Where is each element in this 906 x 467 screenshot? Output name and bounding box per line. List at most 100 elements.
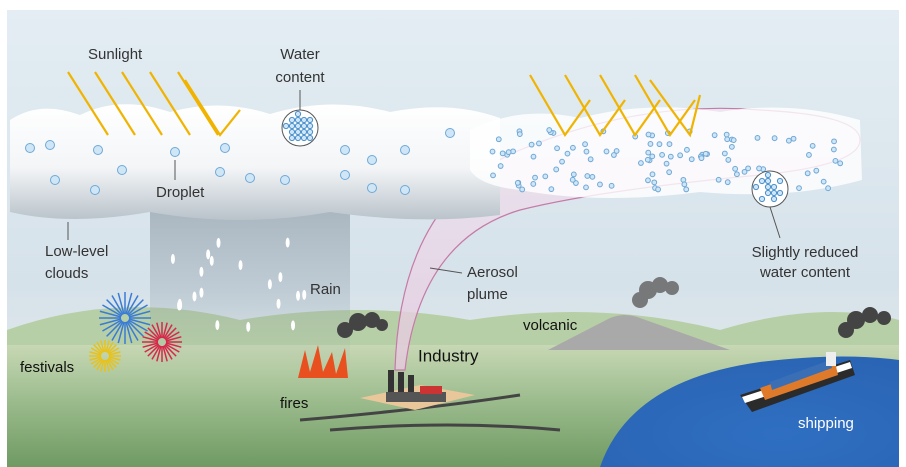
droplet — [306, 134, 314, 142]
firework-spark — [96, 359, 104, 371]
droplet — [732, 165, 739, 172]
droplet — [677, 152, 684, 159]
droplet — [564, 150, 571, 157]
sun-ray — [149, 71, 191, 136]
droplet — [756, 165, 762, 172]
firework-spark — [164, 327, 177, 340]
droplet — [770, 195, 778, 203]
raindrop — [215, 320, 220, 331]
factory — [386, 370, 446, 402]
sun-ray — [634, 74, 696, 138]
sun-ray — [94, 71, 136, 136]
firework-spark — [117, 321, 125, 344]
firework-spark — [162, 345, 168, 362]
droplet — [288, 128, 296, 136]
raindrop — [291, 320, 296, 331]
raindrop — [177, 298, 182, 309]
firework-spark — [89, 356, 102, 361]
droplet — [723, 131, 730, 138]
raindrop — [238, 260, 243, 271]
sunlight-rays — [67, 71, 702, 138]
raindrop — [276, 298, 281, 309]
droplet — [519, 186, 526, 193]
droplet — [711, 132, 718, 139]
droplet — [367, 155, 377, 165]
droplet — [725, 157, 732, 163]
droplet — [638, 160, 644, 166]
firework-spark — [142, 342, 159, 348]
droplet — [752, 183, 760, 191]
droplet — [667, 153, 674, 160]
droplet — [813, 167, 820, 174]
droplet — [50, 175, 60, 185]
fires-label: fires — [280, 395, 308, 412]
firework-spark — [163, 345, 173, 360]
droplet — [603, 148, 610, 155]
droplet — [647, 141, 654, 147]
raindrop — [278, 272, 283, 283]
droplet — [582, 141, 588, 148]
droplet — [741, 168, 748, 175]
firework-spark — [108, 356, 121, 361]
droplet — [306, 122, 314, 130]
firework-spark — [96, 341, 104, 353]
droplet — [587, 156, 594, 163]
droplet — [666, 169, 673, 176]
droplet — [528, 141, 535, 148]
droplet — [663, 160, 670, 167]
firework-spark — [93, 358, 103, 368]
droplet — [559, 158, 565, 165]
droplet — [734, 171, 740, 178]
firework-spark — [127, 320, 144, 337]
droplet — [656, 141, 663, 148]
droplet — [702, 150, 709, 157]
droplet — [776, 177, 784, 185]
firework-spark — [151, 324, 161, 339]
raindrop — [216, 237, 221, 248]
droplet — [548, 186, 555, 193]
firework-spark — [125, 321, 133, 344]
droplet — [553, 166, 560, 173]
raindrop — [192, 291, 197, 302]
polluted-cloud — [470, 107, 862, 199]
sun-ray — [184, 79, 241, 137]
droplet — [583, 184, 589, 191]
droplet — [645, 131, 652, 138]
droplet — [516, 131, 523, 138]
droplet — [659, 151, 665, 158]
droplet — [495, 136, 502, 143]
droplet — [589, 173, 596, 180]
droplet — [724, 179, 731, 186]
droplet — [771, 135, 778, 142]
droplet — [698, 155, 705, 162]
firework-spark — [156, 322, 162, 339]
firework-spark — [165, 343, 180, 353]
firework-spark — [126, 295, 139, 315]
droplet — [306, 128, 314, 136]
droplet — [294, 134, 302, 142]
firework-spark — [165, 336, 182, 342]
droplet — [282, 122, 290, 130]
rain-shaft — [150, 210, 350, 370]
industry-label: Industry — [418, 346, 479, 365]
rain-label: Rain — [310, 281, 341, 298]
firework-spark — [142, 336, 159, 342]
droplet — [546, 127, 553, 133]
firework-spark — [89, 351, 102, 356]
volcano-smoke — [632, 277, 679, 308]
droplet — [837, 160, 844, 167]
droplet — [505, 149, 512, 156]
droplet — [514, 179, 521, 186]
firework-spark — [147, 327, 160, 340]
droplet — [613, 148, 620, 154]
droplet — [530, 181, 537, 187]
droplet — [306, 116, 314, 124]
droplet — [825, 185, 831, 192]
droplet — [644, 156, 651, 163]
firework-spark — [99, 318, 122, 326]
droplet — [770, 189, 778, 197]
droplet — [300, 116, 308, 124]
droplet — [245, 173, 255, 183]
firework-spark — [106, 299, 123, 316]
droplet — [530, 153, 537, 160]
